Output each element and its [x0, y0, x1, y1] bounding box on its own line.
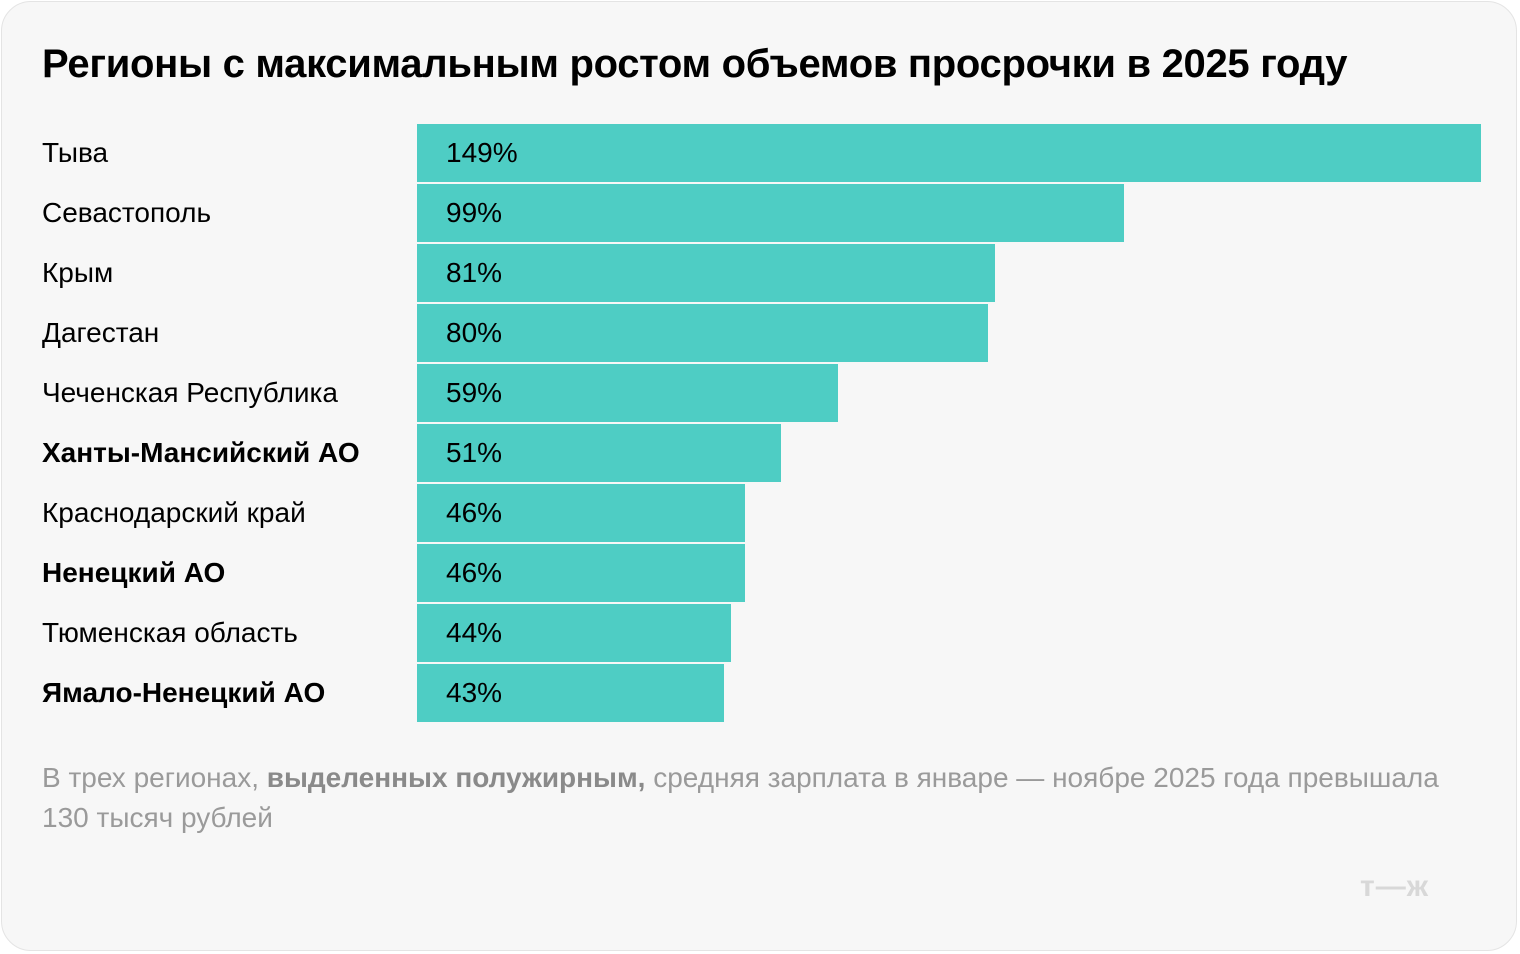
bar — [417, 364, 838, 422]
category-label: Ханты-Мансийский АО — [42, 437, 360, 468]
bar — [417, 424, 781, 482]
bar — [417, 604, 731, 662]
bar — [417, 244, 995, 302]
category-label: Краснодарский край — [42, 497, 306, 528]
footnote: В трех регионах, выделенных полужирным, … — [42, 758, 1442, 838]
category-label: Тыва — [42, 137, 109, 168]
bar — [417, 664, 724, 722]
bar — [417, 184, 1124, 242]
bar — [417, 544, 745, 602]
category-label: Крым — [42, 257, 114, 288]
value-label: 149% — [446, 137, 518, 168]
chart-title: Регионы с максимальным ростом объемов пр… — [42, 42, 1348, 86]
value-label: 46% — [446, 557, 503, 588]
value-label: 59% — [446, 377, 503, 408]
footnote-part2: средняя зарплата в январе — ноябре 2025 … — [42, 762, 1439, 833]
value-label: 51% — [446, 437, 503, 468]
bar — [417, 484, 745, 542]
value-label: 46% — [446, 497, 503, 528]
bar — [417, 304, 988, 362]
value-label: 44% — [446, 617, 503, 648]
category-label: Ямало-Ненецкий АО — [42, 677, 326, 708]
category-label: Чеченская Республика — [42, 377, 338, 408]
tzh-logo: т—ж — [1360, 870, 1429, 903]
value-label: 99% — [446, 197, 503, 228]
footnote-bold: выделенных полужирным, — [266, 762, 646, 793]
bar — [417, 124, 1481, 182]
category-label: Севастополь — [42, 197, 212, 228]
value-label: 81% — [446, 257, 503, 288]
category-label: Ненецкий АО — [42, 557, 226, 588]
value-label: 43% — [446, 677, 503, 708]
footnote-part1: В трех регионах, — [42, 762, 267, 793]
category-label: Дагестан — [42, 317, 160, 348]
category-label: Тюменская область — [42, 617, 298, 648]
value-label: 80% — [446, 317, 503, 348]
